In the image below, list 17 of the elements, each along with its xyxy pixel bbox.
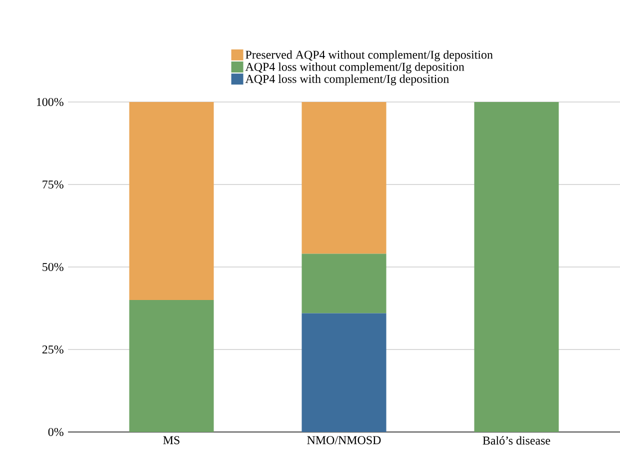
legend-label: Preserved AQP4 without complement/Ig deposition: [246, 50, 493, 62]
bar: [129, 300, 214, 432]
y-tick-label: 25%: [42, 345, 64, 354]
x-tick-label: Baló’s disease: [482, 436, 550, 445]
bar: [302, 254, 386, 314]
bar: [302, 313, 386, 432]
y-tick-label: 100%: [36, 98, 64, 106]
y-tick-label: 75%: [42, 180, 64, 189]
x-tick-label: NMO/NMOSD: [307, 436, 381, 444]
y-tick-label: 0%: [48, 428, 64, 436]
bar: [474, 102, 559, 432]
x-tick-label: MS: [163, 436, 180, 444]
y-tick-label: 50%: [42, 262, 64, 272]
legend-label: AQP4 loss without complement/Ig deposition: [245, 62, 464, 74]
bar: [129, 102, 214, 300]
bar: [302, 102, 386, 254]
legend-label: AQP4 loss with complement/Ig deposition: [245, 74, 449, 86]
